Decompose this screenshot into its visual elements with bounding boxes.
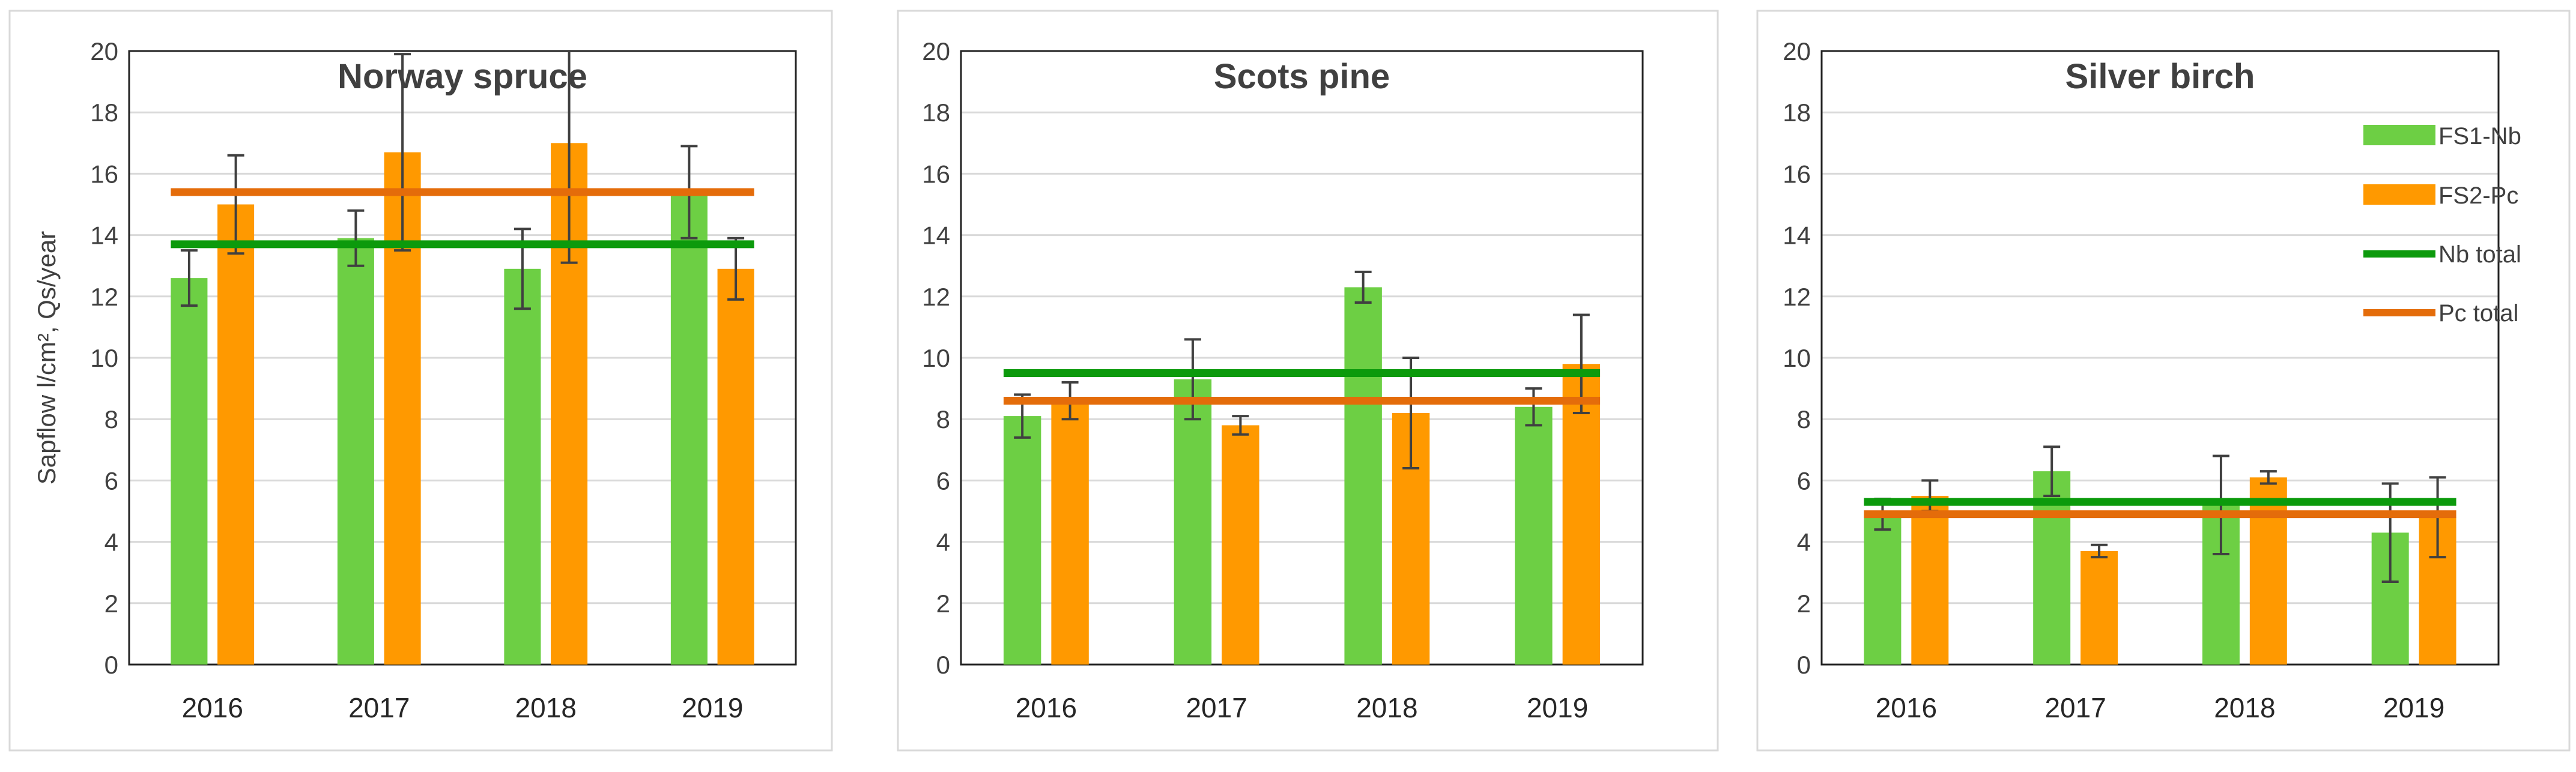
y-tick-label: 2 <box>1797 590 1811 618</box>
y-tick-label: 14 <box>922 222 950 250</box>
bar-fs1-nb-2017 <box>1174 379 1212 665</box>
chart-panel-3: 0 2 4 6 8 10 12 14 16 18 20 2016 2017 2018 2019 Silver … <box>1756 10 2571 752</box>
x-tick-label: 2016 <box>1876 692 1937 723</box>
x-tick-label: 2019 <box>2383 692 2444 723</box>
y-tick-label: 6 <box>1797 466 1811 495</box>
bar-fs1-nb-2017 <box>337 238 374 665</box>
x-tick-label: 2018 <box>515 692 577 723</box>
bar-fs2-pc-2016 <box>1911 495 1949 665</box>
legend-swatch-fs2-pc <box>2363 184 2435 205</box>
bar-fs2-pc-2017 <box>2080 550 2118 665</box>
x-tick-label: 2016 <box>182 692 243 723</box>
y-tick-label: 8 <box>1797 405 1811 433</box>
bar-fs1-nb-2019 <box>1515 406 1553 665</box>
y-tick-label: 8 <box>105 405 118 433</box>
y-tick-label: 10 <box>1783 344 1811 372</box>
y-tick-label: 16 <box>1783 160 1811 188</box>
y-tick-label: 12 <box>1783 283 1811 311</box>
bar-fs2-pc-2017 <box>1222 425 1259 665</box>
plot-area <box>128 50 797 666</box>
y-tick-label: 4 <box>936 528 950 556</box>
y-tick-label: 12 <box>922 283 950 311</box>
bar-fs2-pc-2018 <box>2249 477 2287 665</box>
y-tick-label: 20 <box>922 37 950 65</box>
y-tick-label: 12 <box>90 283 118 311</box>
legend-label: FS1-Nb <box>2438 123 2521 149</box>
y-tick-label: 0 <box>1797 651 1811 679</box>
legend-swatch-fs1-nb <box>2363 125 2435 145</box>
plot-area <box>1820 50 2500 666</box>
chart-title: Silver birch <box>2065 57 2255 96</box>
legend-label: Nb total <box>2438 241 2521 268</box>
y-tick-label: 4 <box>105 528 118 556</box>
legend-label: FS2-Pc <box>2438 182 2518 209</box>
y-tick-label: 4 <box>1797 528 1811 556</box>
bar-fs1-nb-2018 <box>504 268 541 665</box>
y-tick-label: 6 <box>936 466 950 495</box>
bar-fs1-nb-2016 <box>171 278 208 665</box>
bar-fs2-pc-2016 <box>1051 400 1089 665</box>
y-tick-label: 6 <box>105 466 118 495</box>
y-tick-label: 18 <box>90 98 118 127</box>
x-tick-label: 2017 <box>1186 692 1247 723</box>
legend-label: Pc total <box>2438 300 2518 327</box>
bar-fs1-nb-2016 <box>1864 514 1902 665</box>
y-axis-label: Sapflow l/cm², Qs/year <box>32 231 61 484</box>
y-tick-label: 18 <box>922 98 950 127</box>
x-tick-label: 2019 <box>682 692 743 723</box>
bar-fs2-pc-2016 <box>217 204 255 665</box>
y-tick-label: 16 <box>922 160 950 188</box>
bar-fs1-nb-2019 <box>670 192 708 665</box>
chart-panel-2: 0 2 4 6 8 10 12 14 16 18 20 2016 2017 2018 2019 Scots p… <box>897 10 1719 752</box>
x-tick-label: 2016 <box>1016 692 1077 723</box>
y-tick-label: 8 <box>936 405 950 433</box>
chart-title: Norway spruce <box>338 57 587 96</box>
x-tick-label: 2017 <box>348 692 410 723</box>
bar-fs2-pc-2019 <box>717 268 754 665</box>
y-tick-label: 20 <box>1783 37 1811 65</box>
x-tick-label: 2019 <box>1527 692 1588 723</box>
y-tick-label: 0 <box>936 651 950 679</box>
y-tick-label: 2 <box>936 590 950 618</box>
x-tick-label: 2017 <box>2044 692 2106 723</box>
y-tick-label: 10 <box>922 344 950 372</box>
plot-area <box>960 50 1644 666</box>
bar-fs1-nb-2016 <box>1003 416 1041 665</box>
chart-panel-1: 0 2 4 6 8 10 12 14 16 18 20 2016 2017 2018 2019 Norway … <box>8 10 833 752</box>
x-tick-label: 2018 <box>2214 692 2275 723</box>
y-tick-label: 18 <box>1783 98 1811 127</box>
y-tick-label: 2 <box>105 590 118 618</box>
y-tick-label: 20 <box>90 37 118 65</box>
x-tick-label: 2018 <box>1356 692 1417 723</box>
chart-title: Scots pine <box>1214 57 1390 96</box>
bar-fs1-nb-2018 <box>1344 287 1382 665</box>
y-tick-label: 10 <box>90 344 118 372</box>
y-tick-label: 14 <box>1783 222 1811 250</box>
y-tick-label: 14 <box>90 222 118 250</box>
y-tick-label: 16 <box>90 160 118 188</box>
y-tick-label: 0 <box>105 651 118 679</box>
